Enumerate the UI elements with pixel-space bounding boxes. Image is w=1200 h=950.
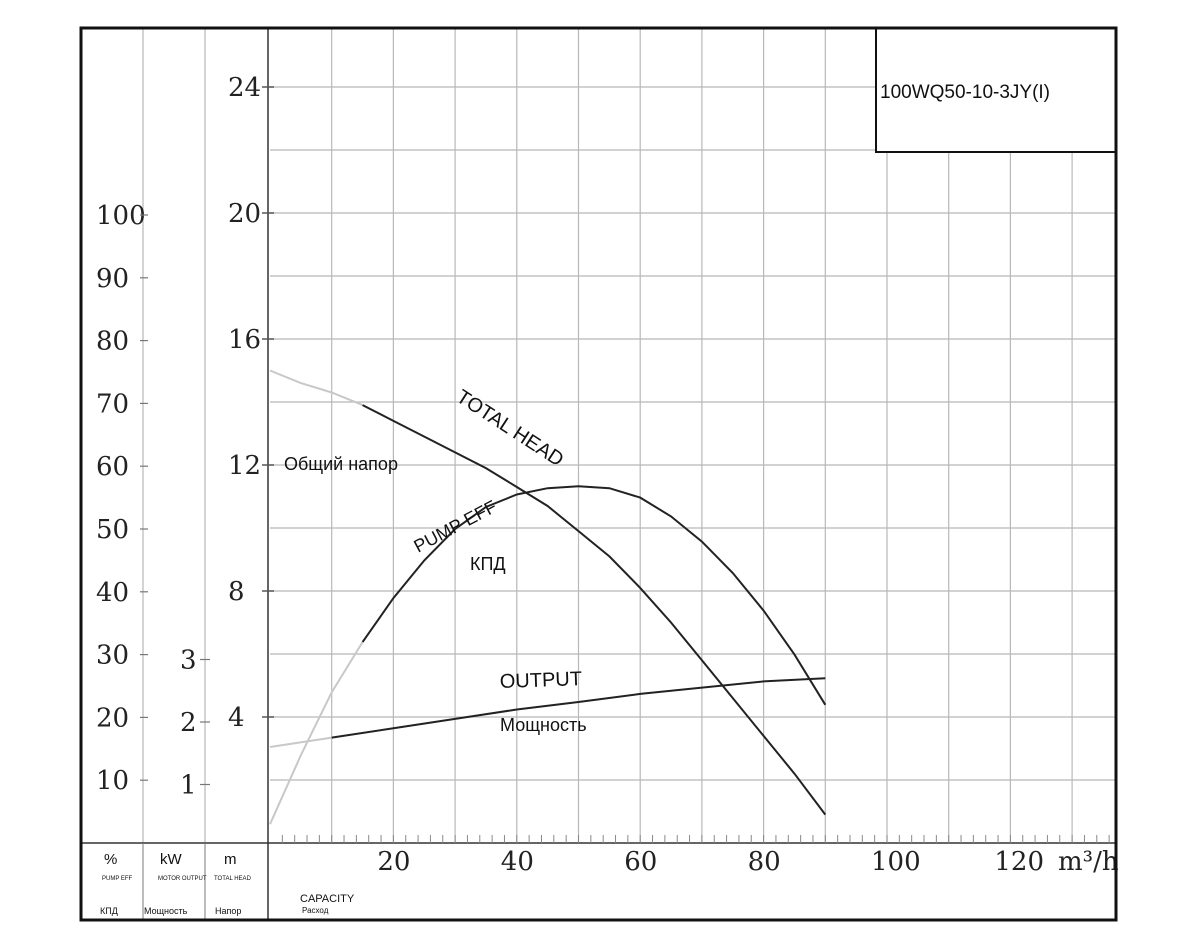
head-tick-label: 16 [228, 325, 261, 355]
power-tick-label: 2 [180, 708, 197, 738]
output-power-curve-faint-segment [269, 736, 332, 748]
total-head-curve-faint-segment [269, 369, 363, 407]
efficiency-tick-label: 100 [96, 201, 146, 231]
power-tick-label: 3 [180, 646, 197, 676]
total-head-ru-label: Общий напор [284, 454, 398, 474]
head-tick-label: 12 [228, 451, 261, 481]
model-label: 100WQ50-10-3JY(I) [880, 82, 1050, 103]
efficiency-tick-label: 80 [96, 327, 129, 357]
pump-efficiency-curve-faint-segment [269, 641, 364, 825]
eff-en-label: PUMP EFF [102, 876, 133, 882]
capacity-tick-label: 60 [624, 847, 657, 877]
power-tick-label: 1 [180, 771, 197, 801]
output-power-curve [331, 677, 826, 739]
capacity-tick-label: 20 [377, 847, 410, 877]
curves [269, 369, 827, 825]
efficiency-tick-label: 90 [96, 264, 129, 294]
total-head-label: TOTAL HEAD [452, 386, 567, 471]
output-label: OUTPUT [499, 668, 582, 693]
efficiency-tick-label: 60 [96, 452, 129, 482]
total-head-curve [362, 404, 827, 816]
capacity-tick-label: 120 [994, 847, 1044, 877]
pump-eff-ru-label: КПД [470, 554, 506, 574]
power-unit-label: kW [160, 851, 183, 868]
output-ru-label: Мощность [500, 715, 587, 735]
head-unit-label: m [224, 851, 237, 868]
model-box [875, 27, 1117, 153]
chart-frame [79, 26, 1118, 922]
eff-ru-label: КПД [100, 906, 118, 916]
capacity-tick-label: 80 [748, 847, 781, 877]
capacity-en-label: CAPACITY [300, 893, 355, 905]
pump-efficiency-curve [361, 485, 827, 706]
efficiency-tick-label: 70 [96, 389, 129, 419]
head-tick-label: 24 [228, 73, 261, 103]
x-unit-label: m³/h [1058, 847, 1119, 877]
head-ru-label: Напор [215, 906, 241, 916]
efficiency-tick-label: 20 [96, 703, 129, 733]
power-ru-label: Мощность [144, 906, 188, 916]
capacity-ru-label: Расход [302, 906, 329, 915]
head-en-label: TOTAL HEAD [214, 876, 252, 882]
head-tick-label: 4 [228, 703, 245, 733]
eff-unit-label: % [104, 851, 117, 868]
grid [142, 28, 1116, 920]
efficiency-tick-label: 10 [96, 766, 129, 796]
efficiency-tick-label: 40 [96, 578, 129, 608]
efficiency-tick-label: 50 [96, 515, 129, 545]
capacity-tick-label: 40 [501, 847, 534, 877]
head-tick-label: 20 [228, 199, 261, 229]
head-tick-label: 8 [228, 577, 245, 607]
capacity-tick-label: 100 [871, 847, 921, 877]
power-en-label: MOTOR OUTPUT [158, 876, 207, 882]
efficiency-tick-label: 30 [96, 641, 129, 671]
